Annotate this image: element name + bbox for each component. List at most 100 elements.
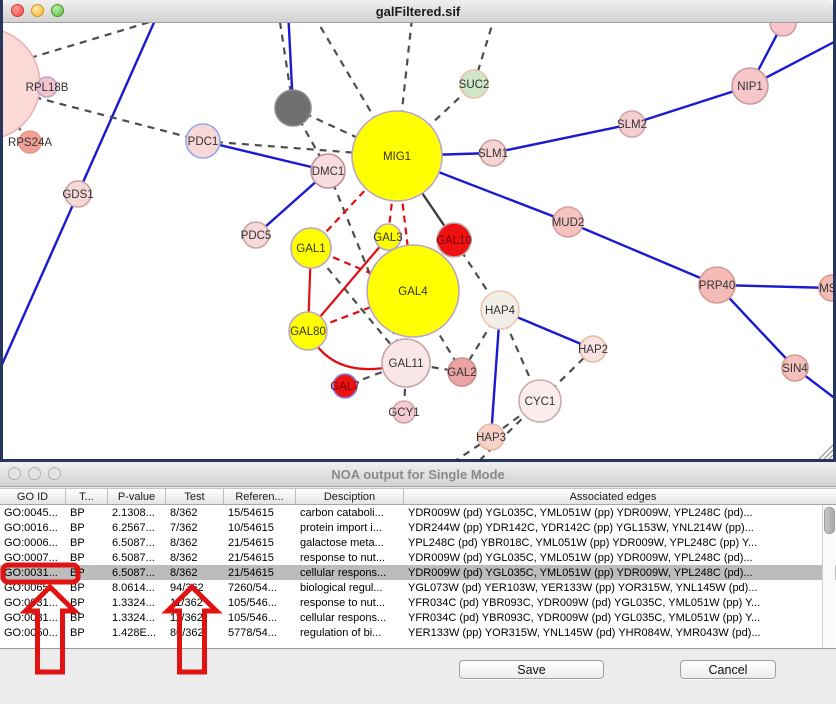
node-pdc1[interactable] <box>185 123 221 159</box>
column-header-test[interactable]: Test <box>166 489 224 504</box>
table-cell: BP <box>70 581 85 594</box>
table-cell: 7/362 <box>170 521 198 534</box>
table-cell: GO:0045... <box>4 506 58 519</box>
node-label: DMC1 <box>312 166 345 178</box>
node-msn[interactable] <box>818 274 833 302</box>
table-cell: cellular respons... <box>300 611 387 624</box>
table-row[interactable]: GO:0016... BP 6.2567... 7/362 10/54615 protei… <box>0 520 836 535</box>
node-sin4[interactable] <box>781 354 809 382</box>
node-label: GAL80 <box>290 326 326 338</box>
close-button-icon[interactable] <box>11 4 24 17</box>
node-cyc1[interactable] <box>518 379 562 423</box>
table-cell: 6.5087... <box>112 536 155 549</box>
table-row[interactable]: GO:0031... BP 1.3324... 11/362 105/546... cel… <box>0 610 836 625</box>
table-cell: GO:0031... <box>4 596 58 609</box>
node-gal2[interactable] <box>447 357 477 387</box>
resize-grip-icon[interactable] <box>823 449 833 459</box>
node-mud2[interactable] <box>552 206 584 238</box>
node-label: GAL11 <box>389 358 424 370</box>
node-suc2[interactable] <box>459 69 489 99</box>
network-window: galFiltered.sif RPL18B RPS24A GDS1 PDC1 DMC1… <box>0 0 836 462</box>
network-edge-dashed[interactable] <box>29 23 193 60</box>
vertical-scrollbar[interactable] <box>822 505 835 648</box>
network-edge-blue[interactable] <box>631 84 751 126</box>
node-hap4[interactable] <box>480 290 520 330</box>
save-button[interactable]: Save <box>459 660 604 679</box>
network-edge-blue[interactable] <box>489 309 502 438</box>
network-edge-dashed[interactable] <box>490 400 541 438</box>
network-edge-dashed[interactable] <box>452 436 492 459</box>
table-row[interactable]: GO:0045... BP 2.1308... 8/362 15/54615 carbon… <box>0 505 836 520</box>
network-edge-red-dashed[interactable] <box>310 155 398 249</box>
table-cell: 1.3324... <box>112 611 155 624</box>
network-edge-blue[interactable] <box>567 220 718 287</box>
node-dmc1[interactable] <box>310 153 346 189</box>
node-slm2[interactable] <box>618 110 646 138</box>
network-edge-dashed[interactable] <box>3 84 204 143</box>
table-row[interactable]: GO:0007... BP 6.5087... 8/362 21/54615 respon… <box>0 550 836 565</box>
node-rps24a[interactable] <box>18 130 42 154</box>
column-header-associated-edges[interactable]: Associated edges <box>569 490 657 503</box>
table-cell: BP <box>70 506 85 519</box>
close-button-icon[interactable] <box>8 467 21 480</box>
resize-grip-icon[interactable] <box>818 444 833 459</box>
network-edge-dashed[interactable] <box>405 361 463 374</box>
minimize-button-icon[interactable] <box>31 4 44 17</box>
resize-grip-icon[interactable] <box>828 454 833 459</box>
node-pdc5[interactable] <box>242 221 270 249</box>
node-slm1[interactable] <box>479 139 507 167</box>
node-gal7[interactable] <box>332 373 358 399</box>
node-mig1[interactable] <box>351 110 443 202</box>
node-gal80[interactable] <box>288 311 328 351</box>
table-cell: 8/362 <box>170 566 198 579</box>
node-gal1[interactable] <box>290 227 332 269</box>
network-edge-blue[interactable] <box>202 139 329 173</box>
node-label: GAL1 <box>296 243 325 255</box>
cancel-button[interactable]: Cancel <box>680 660 776 679</box>
network-window-titlebar[interactable]: galFiltered.sif <box>3 0 833 23</box>
node-rpl18b[interactable] <box>36 76 58 98</box>
node-gal10[interactable] <box>436 222 472 258</box>
table-row[interactable]: GO:0006... BP 6.5087... 8/362 21/54615 galact… <box>0 535 836 550</box>
network-edge-blue[interactable] <box>716 283 833 290</box>
table-row[interactable]: GO:0050... BP 1.428E... 80/362 5778/54... reg… <box>0 625 836 640</box>
node-label: HAP2 <box>578 344 608 356</box>
zoom-button-icon[interactable] <box>51 4 64 17</box>
column-header-t-[interactable]: T... <box>66 489 108 504</box>
node-gal4[interactable] <box>366 244 460 338</box>
network-edge-red[interactable] <box>307 236 389 332</box>
scrollbar-thumb[interactable] <box>824 507 835 534</box>
node-gcy1[interactable] <box>392 400 416 424</box>
noa-window-titlebar[interactable]: NOA output for Single Mode <box>0 463 836 487</box>
node-hap3[interactable] <box>477 423 505 451</box>
network-edge-blue[interactable] <box>716 284 796 369</box>
column-header-p-value[interactable]: P-value <box>108 489 166 504</box>
node-label: MSN <box>819 283 833 295</box>
node-hap2[interactable] <box>579 335 607 363</box>
node-unlabeled[interactable] <box>769 23 797 37</box>
node-prp40[interactable] <box>698 266 736 304</box>
network-edge-blue[interactable] <box>492 122 633 155</box>
node-nip1[interactable] <box>731 67 769 105</box>
node-gal11[interactable] <box>381 338 431 388</box>
table-cell: YFR034C (pd) YBR093C, YDR009W (pd) YGL03… <box>408 596 761 609</box>
table-row[interactable]: GO:0031... BP 1.3324... 11/362 105/546... res… <box>0 595 836 610</box>
column-header-go-id[interactable]: GO ID <box>0 489 66 504</box>
node-label: RPL18B <box>26 82 69 94</box>
table-row[interactable]: GO:0031... BP 6.5087... 8/362 21/54615 cellul… <box>0 565 836 580</box>
table-cell: BP <box>70 521 85 534</box>
network-canvas[interactable]: RPL18B RPS24A GDS1 PDC1 DMC1 MIG1 SUC2 SLM1 SLM2… <box>3 23 833 459</box>
column-header-desciption[interactable]: Desciption <box>296 489 404 504</box>
node-label: GAL10 <box>436 235 472 247</box>
table-row[interactable]: GO:0065... BP 8.0614... 94/362 7260/54... bio… <box>0 580 836 595</box>
zoom-button-icon[interactable] <box>48 467 61 480</box>
table-cell: GO:0050... <box>4 626 58 639</box>
column-header-referen-[interactable]: Referen... <box>224 489 296 504</box>
table-cell: GO:0031... <box>4 566 58 579</box>
table-cell: GO:0065... <box>4 581 58 594</box>
node-gal3[interactable] <box>374 223 402 251</box>
node-unlabeled[interactable] <box>274 89 312 127</box>
node-gds1[interactable] <box>64 180 92 208</box>
minimize-button-icon[interactable] <box>28 467 41 480</box>
network-edge-dashed[interactable] <box>395 23 413 157</box>
